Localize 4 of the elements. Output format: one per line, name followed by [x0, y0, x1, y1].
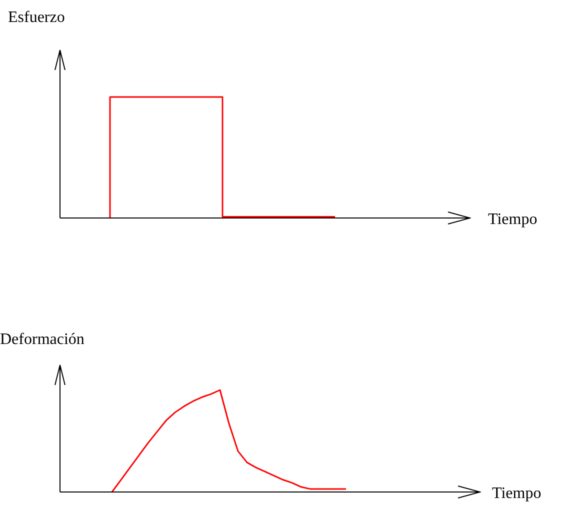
y-axis-title: Esfuerzo — [8, 9, 65, 26]
x-axis-title: Tiempo — [492, 485, 542, 502]
x-axis-title: Tiempo — [488, 211, 538, 228]
y-axis-title: Deformación — [0, 331, 84, 348]
